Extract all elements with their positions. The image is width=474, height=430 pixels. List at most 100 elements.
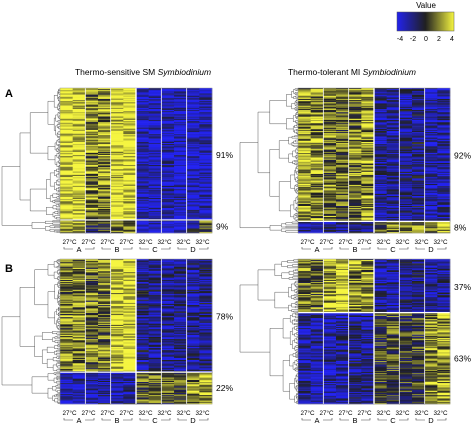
heatmap-cell bbox=[148, 190, 162, 192]
heatmap-cell bbox=[123, 261, 137, 263]
heatmap-cell bbox=[361, 160, 375, 163]
heatmap-cell bbox=[374, 107, 387, 110]
heatmap-cell bbox=[85, 305, 99, 307]
heatmap-cell bbox=[399, 191, 413, 194]
heatmap-cell bbox=[72, 123, 86, 125]
heatmap-cell bbox=[72, 167, 86, 169]
heatmap-cell bbox=[437, 218, 451, 220]
heatmap-cell bbox=[110, 311, 124, 314]
heatmap-cell bbox=[174, 294, 187, 296]
heatmap-cell bbox=[199, 383, 213, 385]
dendrogram-branch bbox=[295, 163, 298, 166]
heatmap-cell bbox=[123, 222, 137, 224]
heatmap-cell bbox=[348, 92, 362, 94]
heatmap-cell bbox=[399, 186, 413, 188]
heatmap-cell bbox=[110, 355, 124, 358]
heatmap-cell bbox=[161, 304, 175, 306]
heatmap-cell bbox=[174, 197, 187, 200]
heatmap-cell bbox=[174, 161, 187, 164]
heatmap-cell bbox=[310, 172, 324, 175]
heatmap-cell bbox=[110, 213, 124, 215]
heatmap-cell bbox=[310, 190, 324, 192]
heatmap-cell bbox=[72, 200, 86, 202]
heatmap-cell bbox=[72, 144, 86, 146]
heatmap-cell bbox=[72, 201, 86, 203]
heatmap-cell bbox=[348, 175, 362, 177]
heatmap-cell bbox=[85, 228, 99, 231]
heatmap-cell bbox=[386, 147, 400, 149]
heatmap-cell bbox=[174, 217, 187, 220]
heatmap-cell bbox=[174, 329, 187, 331]
heatmap-cell bbox=[310, 224, 324, 226]
heatmap-cell bbox=[110, 275, 124, 277]
heatmap-cell bbox=[148, 289, 162, 292]
heatmap-cell bbox=[148, 264, 162, 266]
heatmap-cell bbox=[310, 133, 324, 135]
heatmap-cell bbox=[148, 106, 162, 109]
heatmap-cell bbox=[199, 196, 213, 199]
heatmap-cell bbox=[374, 128, 387, 131]
heatmap-cell bbox=[361, 90, 375, 92]
dendrogram-branch bbox=[54, 226, 57, 228]
heatmap-cell bbox=[123, 307, 137, 309]
heatmap-cell bbox=[374, 226, 387, 229]
heatmap-cell bbox=[72, 96, 86, 99]
heatmap-cell bbox=[348, 168, 362, 170]
heatmap-cell bbox=[424, 151, 438, 154]
heatmap-cell bbox=[60, 364, 73, 366]
heatmap-cell bbox=[72, 177, 86, 179]
heatmap-cell bbox=[123, 153, 137, 156]
heatmap-cell bbox=[110, 134, 124, 136]
heatmap-cell bbox=[110, 151, 124, 154]
heatmap-cell bbox=[361, 173, 375, 176]
heatmap-cell bbox=[174, 113, 187, 115]
heatmap-cell bbox=[374, 104, 387, 106]
heatmap-cell bbox=[161, 302, 175, 305]
heatmap-cell bbox=[323, 94, 337, 97]
heatmap-cell bbox=[199, 275, 213, 277]
heatmap-cell bbox=[98, 101, 111, 103]
heatmap-cell bbox=[199, 94, 213, 96]
heatmap-cell bbox=[399, 137, 413, 140]
heatmap-cell bbox=[174, 343, 187, 345]
heatmap-cell bbox=[199, 102, 213, 104]
dendrogram-branch bbox=[56, 168, 59, 172]
heatmap-cell bbox=[110, 299, 124, 302]
heatmap-cell bbox=[348, 93, 362, 95]
heatmap-cell bbox=[174, 316, 187, 318]
heatmap-cell bbox=[310, 132, 324, 134]
heatmap-cell bbox=[60, 214, 73, 216]
heatmap-cell bbox=[60, 136, 73, 138]
heatmap-cell bbox=[361, 155, 375, 157]
heatmap-cell bbox=[323, 165, 337, 167]
heatmap-cell bbox=[123, 380, 137, 383]
heatmap-cell bbox=[412, 169, 425, 171]
heatmap-cell bbox=[323, 175, 337, 177]
heatmap-cell bbox=[148, 219, 162, 222]
heatmap-cell bbox=[186, 323, 200, 326]
heatmap-cell bbox=[110, 316, 124, 318]
heatmap-cell bbox=[72, 171, 86, 173]
heatmap-cell bbox=[186, 186, 200, 189]
heatmap-cell bbox=[186, 327, 200, 329]
heatmap-cell bbox=[161, 310, 175, 313]
heatmap-cell bbox=[412, 230, 425, 233]
heatmap-cell bbox=[123, 356, 137, 359]
heatmap-cell bbox=[98, 376, 111, 378]
heatmap-cell bbox=[123, 317, 137, 319]
heatmap-cell bbox=[98, 90, 111, 92]
heatmap-cell bbox=[361, 93, 375, 95]
dendrogram-branch bbox=[52, 220, 56, 222]
heatmap-cell bbox=[174, 278, 187, 281]
heatmap-cell bbox=[310, 138, 324, 141]
heatmap-cell bbox=[136, 194, 149, 197]
heatmap-cell bbox=[437, 155, 451, 157]
heatmap-cell bbox=[98, 375, 111, 377]
heatmap-cell bbox=[72, 343, 86, 345]
heatmap-cell bbox=[174, 149, 187, 151]
heatmap-cell bbox=[336, 230, 349, 233]
heatmap-cell bbox=[123, 368, 137, 371]
heatmap-cell bbox=[161, 179, 175, 181]
heatmap-cell bbox=[199, 116, 213, 118]
heatmap-cell bbox=[199, 145, 213, 147]
